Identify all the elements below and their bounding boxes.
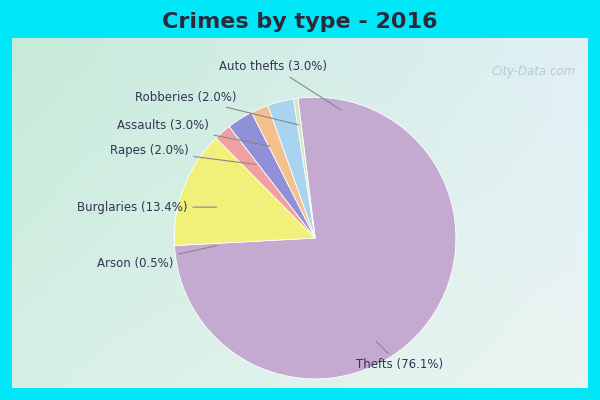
Text: Auto thefts (3.0%): Auto thefts (3.0%) xyxy=(219,60,341,110)
Wedge shape xyxy=(229,112,315,238)
Wedge shape xyxy=(175,138,315,246)
Text: Burglaries (13.4%): Burglaries (13.4%) xyxy=(77,201,217,214)
Wedge shape xyxy=(216,126,315,238)
Wedge shape xyxy=(175,97,456,379)
Text: Arson (0.5%): Arson (0.5%) xyxy=(97,246,217,270)
Text: Rapes (2.0%): Rapes (2.0%) xyxy=(110,144,256,164)
Text: City-Data.com: City-Data.com xyxy=(492,66,576,78)
Wedge shape xyxy=(268,99,315,238)
Text: Assaults (3.0%): Assaults (3.0%) xyxy=(117,119,270,146)
Wedge shape xyxy=(293,98,315,238)
Wedge shape xyxy=(251,106,315,238)
Text: Crimes by type - 2016: Crimes by type - 2016 xyxy=(162,12,438,32)
Text: Thefts (76.1%): Thefts (76.1%) xyxy=(356,342,443,371)
Text: Robberies (2.0%): Robberies (2.0%) xyxy=(135,91,298,125)
